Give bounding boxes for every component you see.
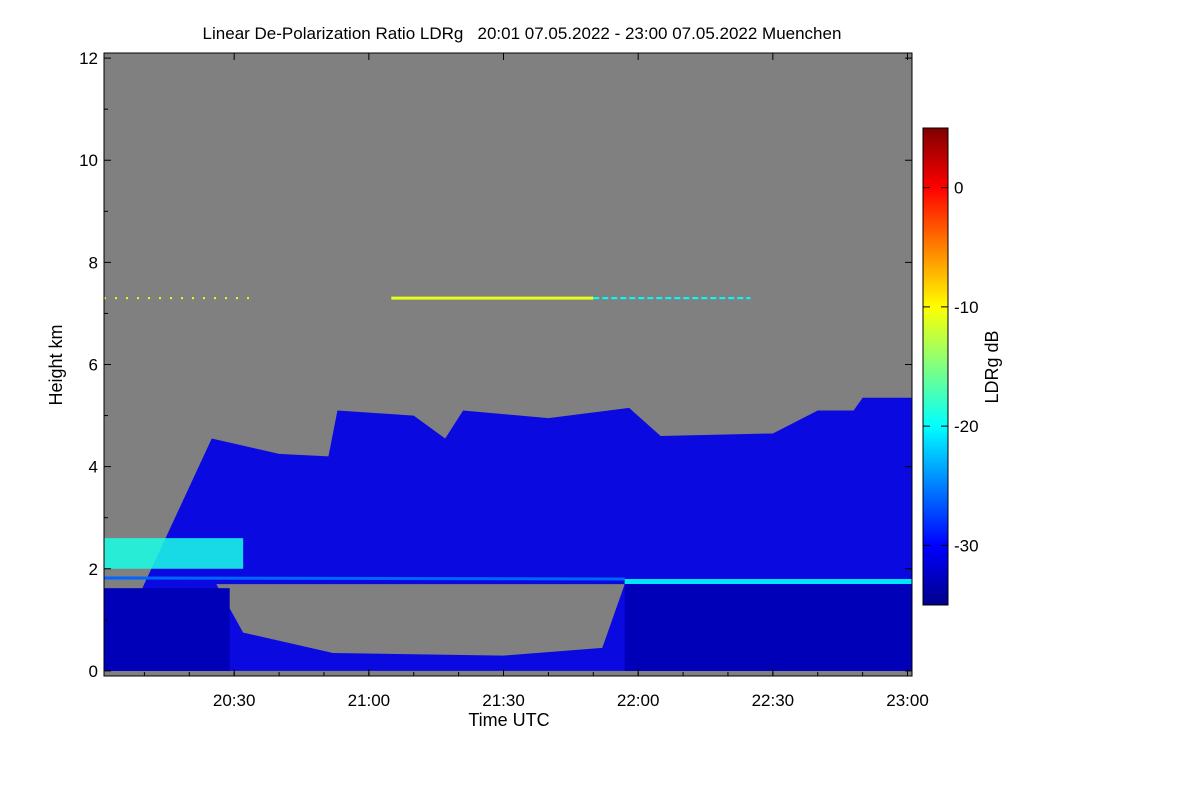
x-tick-label: 23:00 [886,691,929,710]
x-axis-label: Time UTC [468,710,549,730]
x-tick-label: 21:00 [348,691,391,710]
y-tick-label: 8 [89,253,98,272]
x-tick-label: 21:30 [482,691,525,710]
colorbar-tick-label: 0 [954,179,963,198]
low-layer-left [104,588,230,671]
y-tick-label: 4 [89,458,98,477]
x-tick-label: 22:30 [752,691,795,710]
colorbar-label: LDRg dB [982,330,1002,403]
y-tick-label: 0 [89,662,98,681]
y-tick-label: 2 [89,560,98,579]
y-tick-label: 6 [89,356,98,375]
x-tick-label: 22:00 [617,691,660,710]
colorbar: 0 -10 -20 -30 [922,127,979,606]
chart-title: Linear De-Polarization Ratio LDRg 20:01 … [203,24,842,43]
heatmap-layers [104,296,912,671]
x-axis: 20:30 21:00 21:30 22:00 22:30 23:00 [143,53,929,710]
colorbar-tick-label: -30 [954,536,979,555]
colorbar-tick-label: -20 [954,417,979,436]
colorbar-tick-label: -10 [954,298,979,317]
y-tick-label: 12 [79,49,98,68]
clear-gap-region [216,584,625,656]
x-tick-label: 20:30 [213,691,256,710]
aerosol-layer [104,538,244,569]
low-layer-right [624,584,912,671]
colorbar-ticks: 0 -10 -20 -30 [923,179,979,555]
plot-area [104,53,912,676]
y-axis: 0 2 4 6 8 10 12 [79,49,912,681]
layer-top-line-left [104,576,625,581]
y-axis-label: Height km [46,324,66,405]
y-tick-label: 10 [79,151,98,170]
colorbar-gradient [922,127,949,606]
